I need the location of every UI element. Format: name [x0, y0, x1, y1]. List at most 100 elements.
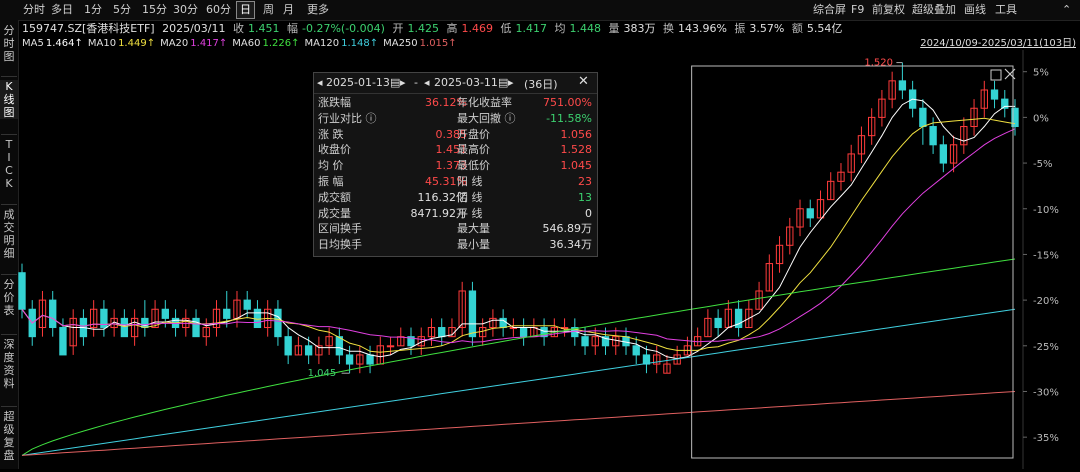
candle-body[interactable] [325, 336, 333, 347]
side-tab-3[interactable]: 成交明细 [3, 208, 15, 260]
candle-body[interactable] [653, 354, 661, 365]
candle-body[interactable] [438, 327, 446, 338]
candle-body[interactable] [192, 317, 200, 338]
timeframe-5[interactable]: 30分 [173, 3, 198, 16]
candle-body[interactable] [919, 107, 927, 128]
side-tab-4[interactable]: 分价表 [3, 278, 15, 317]
side-tab-5[interactable]: 深度资料 [3, 338, 15, 390]
candle-body[interactable] [253, 308, 262, 329]
candle-body[interactable] [18, 272, 26, 310]
candle-body[interactable] [223, 308, 231, 319]
collapse-icon[interactable]: ⌃ [1062, 3, 1072, 16]
timeframe-4[interactable]: 15分 [142, 3, 167, 16]
candle-body[interactable] [315, 345, 323, 356]
candle-body[interactable] [990, 89, 999, 100]
candle-body[interactable] [212, 308, 221, 329]
candle-body[interactable] [151, 308, 159, 329]
candle-body[interactable] [816, 199, 825, 219]
start-date[interactable]: 2025-01-13 [326, 76, 390, 89]
prev-arrow-icon[interactable]: ◂ [317, 76, 323, 89]
candle-body[interactable] [458, 290, 466, 329]
candle-body[interactable] [120, 317, 129, 338]
candle-body[interactable] [540, 327, 548, 338]
toolbar-item-1[interactable]: F9 [851, 3, 865, 16]
candle-body[interactable] [304, 345, 313, 356]
candle-body[interactable] [878, 98, 886, 118]
timeframe-2[interactable]: 1分 [84, 3, 102, 16]
candle-body[interactable] [857, 135, 866, 155]
side-tab-6[interactable]: 超级复盘 [3, 410, 15, 462]
candle-body[interactable] [386, 345, 395, 348]
candle-body[interactable] [161, 308, 169, 319]
candle-body[interactable] [407, 336, 415, 347]
candle-body[interactable] [519, 327, 528, 338]
timeframe-10[interactable]: 更多 [307, 3, 329, 16]
candle-body[interactable] [806, 208, 814, 219]
toolbar-item-5[interactable]: 工具 [995, 3, 1017, 16]
candle-body[interactable] [980, 89, 988, 109]
close-selection-icon[interactable] [1004, 68, 1016, 80]
next-arrow-icon-2[interactable]: ▸ [508, 76, 514, 89]
candle-body[interactable] [49, 299, 57, 329]
kline-chart[interactable]: 5% 0% -5% -10% -15% -20% -25% -30% -35% 1.520 1.04… [18, 50, 1080, 469]
candle-body[interactable] [243, 299, 251, 310]
candle-body[interactable] [765, 263, 773, 292]
timeframe-8[interactable]: 周 [263, 3, 274, 16]
close-icon[interactable]: ✕ [578, 74, 589, 89]
candle-body[interactable] [734, 308, 743, 329]
timeframe-3[interactable]: 5分 [113, 3, 131, 16]
candle-body[interactable] [888, 80, 896, 100]
candle-body[interactable] [366, 354, 374, 365]
candle-body[interactable] [755, 290, 763, 310]
candle-body[interactable] [786, 226, 794, 246]
candle-body[interactable] [601, 336, 610, 347]
next-arrow-icon[interactable]: ▸ [400, 76, 406, 89]
candle-body[interactable] [837, 171, 845, 182]
kline-svg[interactable]: 5% 0% -5% -10% -15% -20% -25% -30% -35% 1.520 1.04… [18, 50, 1080, 469]
candle-body[interactable] [796, 208, 804, 228]
candle-body[interactable] [59, 327, 67, 356]
candle-body[interactable] [468, 290, 477, 338]
toolbar-item-3[interactable]: 超级叠加 [912, 3, 956, 16]
candle-body[interactable] [970, 107, 978, 128]
maximize-icon[interactable] [990, 69, 1002, 81]
calendar-icon-2[interactable]: ▤ [498, 76, 509, 89]
candle-body[interactable] [642, 354, 651, 365]
candle-body[interactable] [847, 153, 855, 173]
candle-body[interactable] [939, 144, 948, 164]
candle-body[interactable] [1001, 98, 1009, 109]
candle-body[interactable] [356, 354, 364, 365]
candle-body[interactable] [1011, 107, 1019, 128]
candle-body[interactable] [663, 363, 671, 374]
candle-body[interactable] [130, 317, 139, 338]
candle-body[interactable] [38, 299, 47, 329]
candle-body[interactable] [581, 336, 589, 347]
candle-body[interactable] [868, 116, 876, 137]
candle-body[interactable] [345, 354, 354, 365]
timeframe-0[interactable]: 分时 [23, 3, 45, 16]
candle-body[interactable] [489, 317, 497, 329]
end-date[interactable]: 2025-03-11 [434, 76, 498, 89]
date-range[interactable]: 2024/10/09-2025/03/11(103日) [920, 38, 1076, 49]
candle-body[interactable] [69, 317, 77, 347]
calendar-icon[interactable]: ▤ [390, 76, 401, 89]
candle-body[interactable] [960, 126, 968, 146]
toolbar-item-0[interactable]: 综合屏 [813, 3, 846, 16]
side-tab-0[interactable]: 分时图 [3, 24, 15, 63]
toolbar-item-4[interactable]: 画线 [964, 3, 986, 16]
candle-body[interactable] [274, 308, 282, 338]
candle-body[interactable] [949, 144, 958, 164]
candle-body[interactable] [202, 327, 210, 338]
candle-body[interactable] [294, 345, 303, 356]
candle-body[interactable] [775, 244, 784, 265]
candle-body[interactable] [745, 308, 753, 329]
candle-body[interactable] [427, 327, 436, 338]
candle-body[interactable] [100, 308, 108, 329]
candle-body[interactable] [335, 336, 344, 356]
candle-body[interactable] [827, 180, 835, 201]
toolbar-item-2[interactable]: 前复权 [872, 3, 905, 16]
candle-body[interactable] [591, 336, 599, 347]
timeframe-7[interactable]: 日 [236, 1, 255, 19]
